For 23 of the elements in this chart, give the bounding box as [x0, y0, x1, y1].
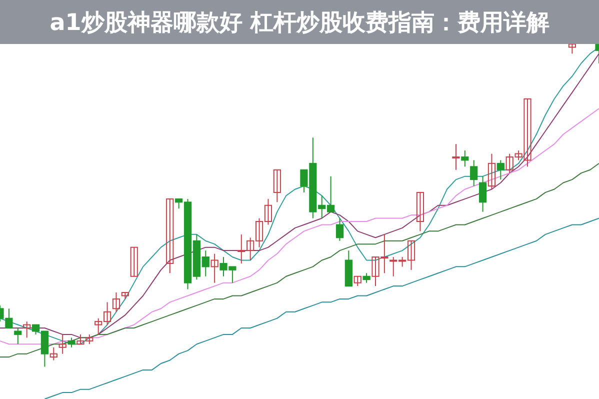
- title-banner: a1炒股神器哪款好 杠杆炒股收费指南：费用详解: [0, 0, 599, 44]
- candlestick: [23, 321, 31, 338]
- candlestick: [130, 246, 138, 277]
- candlestick: [14, 328, 22, 345]
- candlestick: [478, 176, 487, 212]
- candlestick: [416, 192, 424, 232]
- candlestick: [112, 292, 120, 312]
- candlestick: [452, 144, 460, 170]
- candlestick: [58, 334, 66, 354]
- candlestick: [461, 150, 469, 168]
- candlestick: [354, 276, 362, 287]
- candlestick: [210, 253, 218, 284]
- candlestick: [50, 346, 58, 361]
- candlestick: [273, 169, 281, 203]
- candlestick: [68, 337, 76, 348]
- candlestick: [166, 198, 174, 274]
- chart-title: a1炒股神器哪款好 杠杆炒股收费指南：费用详解: [50, 8, 550, 38]
- candlestick: [336, 218, 344, 242]
- candlestick: [362, 272, 370, 284]
- candlestick: [488, 153, 496, 190]
- candlestick: [470, 160, 478, 186]
- candlestick: [568, 44, 576, 54]
- candlestick: [496, 160, 504, 180]
